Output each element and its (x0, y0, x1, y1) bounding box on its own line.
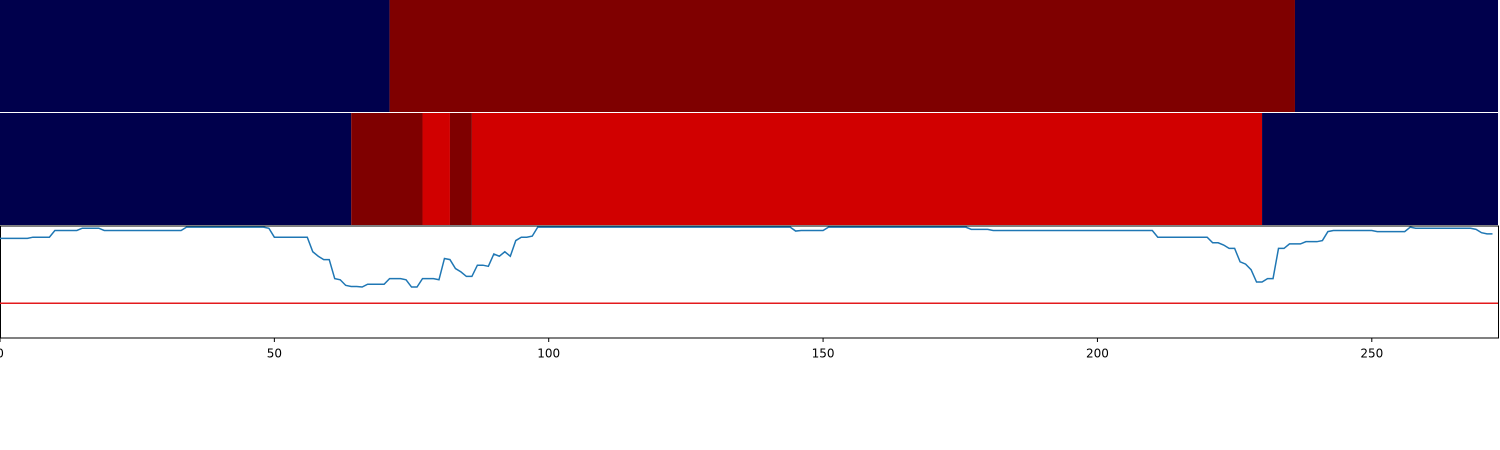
x-tick-label: 250 (1360, 347, 1383, 361)
heat-segment (449, 113, 472, 225)
x-tick-label: 50 (267, 347, 282, 361)
heat-segment (1262, 113, 1498, 225)
x-tick-label: 200 (1086, 347, 1109, 361)
heat-segment (0, 0, 390, 112)
heat-segment (422, 113, 450, 225)
heat-segment (1294, 0, 1498, 112)
heat-segment (351, 113, 423, 225)
x-tick-label: 100 (537, 347, 560, 361)
x-tick-label: 150 (812, 347, 835, 361)
heat-segment (389, 0, 1295, 112)
line-series (0, 226, 1493, 288)
heat-segment (471, 113, 1263, 225)
plot-frame (0, 225, 1499, 339)
heat-segment (0, 113, 352, 225)
x-tick-label: 0 (0, 347, 4, 361)
